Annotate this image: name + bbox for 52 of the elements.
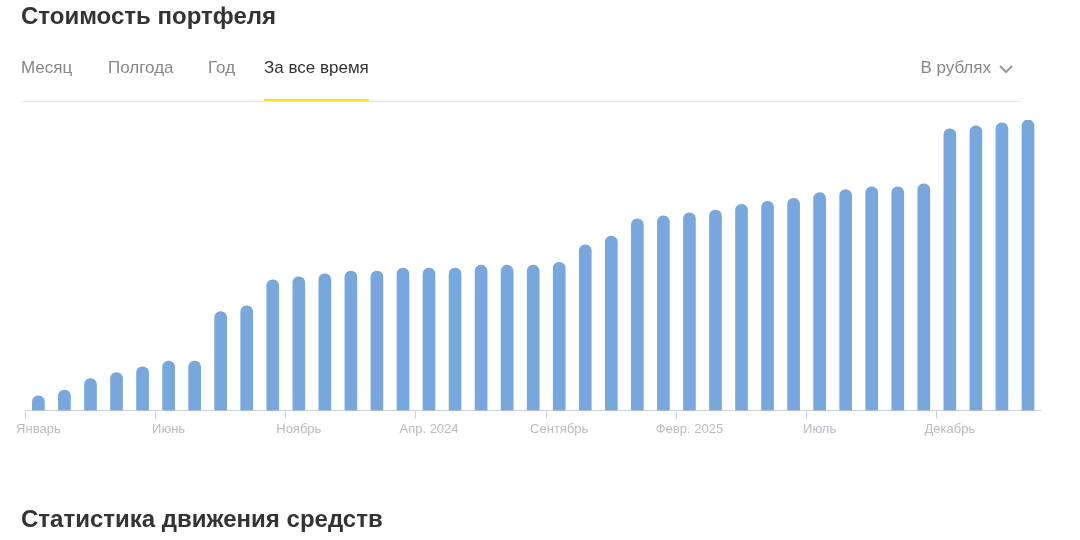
bar — [552, 261, 566, 411]
bar — [865, 186, 879, 411]
bar — [214, 311, 228, 411]
bar — [422, 267, 436, 411]
bar — [631, 218, 644, 411]
bar — [761, 200, 774, 411]
text: Полгода — [108, 58, 174, 79]
x-tick-label: Июнь — [152, 420, 186, 436]
bar — [735, 203, 748, 411]
bar — [917, 183, 931, 411]
bar — [891, 186, 905, 411]
bar — [943, 128, 957, 411]
bar — [448, 267, 462, 411]
bar — [110, 372, 123, 411]
x-tick-label: Сентябрь — [530, 420, 589, 436]
x-tick-label: Декабрь — [924, 420, 976, 436]
bar — [709, 209, 722, 411]
bar — [526, 264, 540, 411]
x-tick-label: Январь — [16, 420, 61, 436]
x-tick-label: Февр. 2025 — [655, 420, 724, 436]
text: За все время — [264, 58, 369, 101]
bar — [657, 215, 670, 411]
bar — [500, 264, 514, 411]
x-tick-label: Июль — [803, 420, 837, 436]
bar — [266, 279, 280, 411]
bar — [370, 270, 384, 411]
bar — [240, 305, 254, 411]
bar — [188, 360, 201, 411]
bar — [604, 235, 618, 411]
x-tick-label: Апр. 2024 — [399, 420, 459, 436]
chart-title: Стоимость портфеля — [21, 2, 277, 30]
bar — [136, 366, 149, 411]
bar — [162, 360, 175, 411]
bar — [344, 270, 358, 411]
bar — [969, 125, 983, 411]
bar — [839, 189, 853, 411]
text: Месяц — [21, 58, 73, 79]
text: Статистика движения средств — [21, 505, 383, 533]
bar — [1021, 120, 1035, 411]
bar — [396, 267, 410, 411]
bar — [995, 122, 1009, 411]
bar — [318, 273, 332, 411]
text: В рублях — [920, 58, 991, 78]
x-tick-label: Ноябрь — [276, 420, 322, 436]
bar — [813, 192, 826, 411]
bar — [84, 378, 97, 411]
bar — [474, 264, 488, 411]
bar — [292, 276, 306, 411]
bar — [578, 244, 592, 411]
text: Год — [208, 58, 236, 79]
bar — [787, 198, 800, 411]
bar — [683, 212, 696, 411]
